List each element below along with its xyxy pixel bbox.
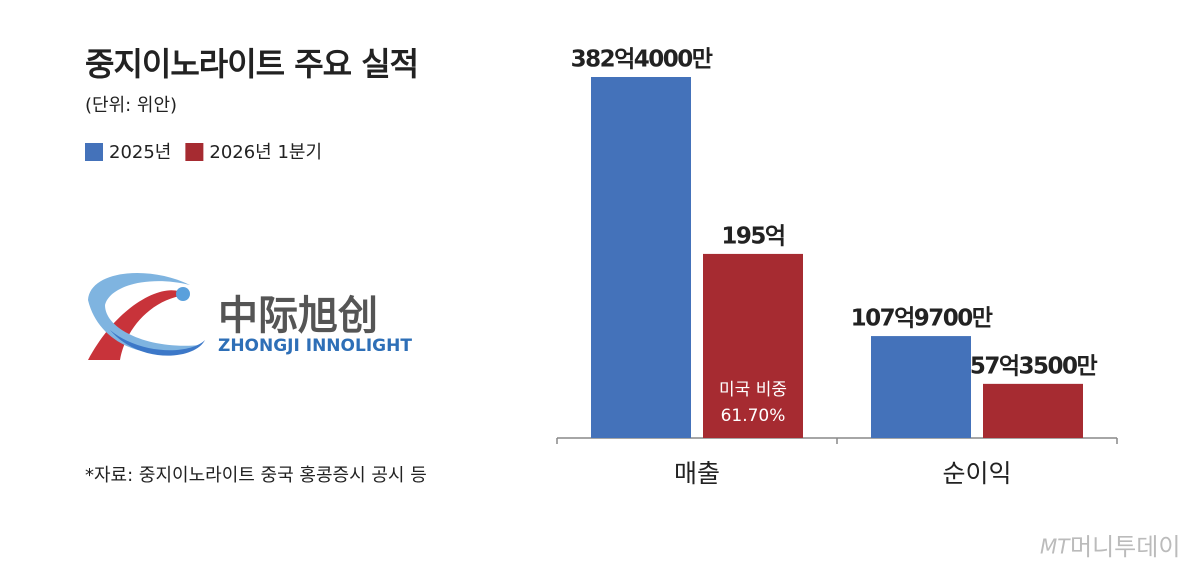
source-note: *자료: 중지이노라이트 중국 홍콩증시 공시 등 [85,465,427,486]
logo-swoosh-dark [110,330,205,356]
value-label: 195억 [721,223,784,249]
chart-title: 중지이노라이트 주요 실적 [85,45,418,83]
legend-swatch [185,143,204,161]
annotation: 미국 비중 [719,380,787,400]
bar [983,383,1083,438]
unit-label: (단위: 위안) [85,95,177,116]
value-label: 57억3500만 [970,353,1098,379]
bar [871,336,971,438]
logo: 中际旭创 ZHONGJI INNOLIGHT [88,273,412,360]
legend-label: 2026년 1분기 [209,142,322,163]
value-label: 107억9700만 [851,306,993,332]
value-label: 382억4000만 [571,47,713,73]
bar [591,77,691,438]
annotation: 61.70% [721,406,786,426]
logo-swoosh-blue [88,273,200,354]
logo-swoosh-red [88,290,185,360]
legend-label: 2025년 [109,142,171,163]
logo-subtext: ZHONGJI INNOLIGHT [218,336,412,356]
x-tick-label: 매출 [674,459,720,488]
x-tick-label: 순이익 [942,459,1011,488]
logo-text: 中际旭创 [218,293,378,339]
watermark-mark: MT [1040,535,1071,559]
watermark: 머니투데이 [1070,533,1180,561]
bar [703,253,803,438]
logo-dot [176,287,190,301]
legend-swatch [85,143,103,161]
